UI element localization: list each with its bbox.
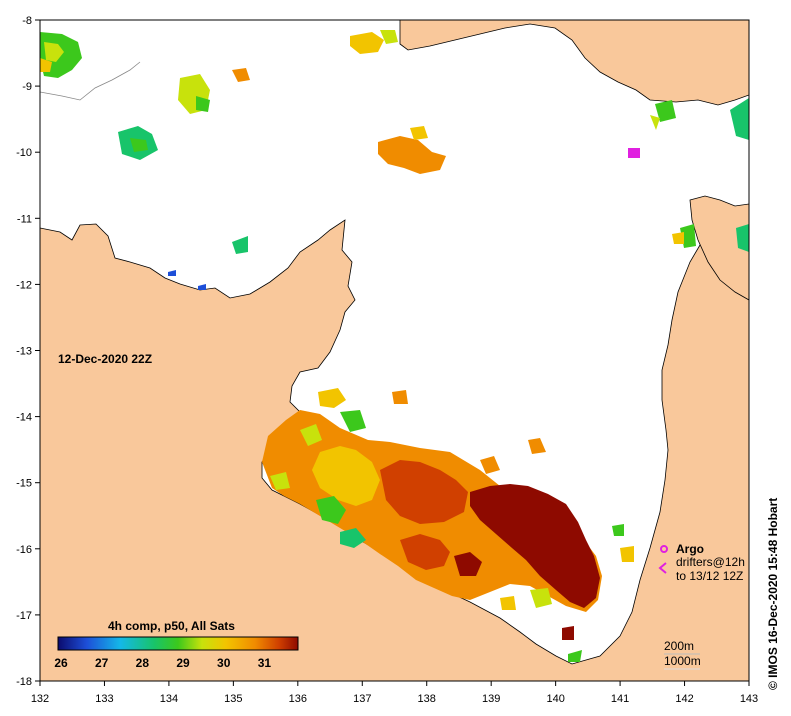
colorbar-tick-label: 27 xyxy=(95,656,109,670)
drifters-label-1: drifters@12h xyxy=(676,555,745,569)
land-new-guinea xyxy=(399,20,749,106)
x-tick-label: 132 xyxy=(31,693,49,705)
land-cape-york xyxy=(689,195,749,301)
y-tick-label: -10 xyxy=(16,147,32,159)
y-axis: -8 -9 -10 -11 -12 -13 -14 -15 -16 -17 -18 xyxy=(16,15,40,688)
colorbar-tick-label: 30 xyxy=(217,656,231,670)
land-northern-territory xyxy=(40,211,749,681)
y-tick-label: -13 xyxy=(16,346,32,358)
y-tick-label: -16 xyxy=(16,544,32,556)
colorbar-tick-label: 28 xyxy=(136,656,150,670)
y-tick-label: -14 xyxy=(16,412,32,424)
colorbar-tick-label: 29 xyxy=(176,656,190,670)
argo-marker-icon xyxy=(660,545,668,553)
colorbar-ticks: 26 27 28 29 30 31 xyxy=(54,656,271,670)
x-tick-label: 138 xyxy=(418,693,436,705)
y-tick-label: -11 xyxy=(17,213,32,225)
x-tick-label: 133 xyxy=(95,693,113,705)
river-line xyxy=(40,61,141,101)
colorbar-title: 4h comp, p50, All Sats xyxy=(108,619,235,633)
contour-200-label: 200m xyxy=(664,639,694,653)
x-tick-label: 140 xyxy=(546,693,564,705)
argo-label: Argo xyxy=(676,542,704,556)
x-tick-label: 143 xyxy=(740,693,758,705)
x-tick-label: 137 xyxy=(353,693,371,705)
x-tick-label: 135 xyxy=(224,693,242,705)
x-tick-label: 134 xyxy=(160,693,178,705)
y-tick-label: -9 xyxy=(22,81,32,93)
y-tick-label: -15 xyxy=(16,478,32,490)
x-tick-label: 142 xyxy=(675,693,693,705)
colorbar-tick-label: 26 xyxy=(54,656,68,670)
x-tick-label: 141 xyxy=(611,693,629,705)
y-tick-label: -8 xyxy=(22,15,32,27)
x-tick-label: 139 xyxy=(482,693,500,705)
sst-patches-north xyxy=(40,30,749,290)
y-tick-label: -18 xyxy=(16,676,32,688)
sst-patches-south xyxy=(262,388,634,662)
colorbar xyxy=(57,636,299,651)
date-label: 12-Dec-2020 22Z xyxy=(58,352,152,366)
x-tick-label: 136 xyxy=(289,693,307,705)
drifter-marker-icon xyxy=(658,562,667,574)
x-axis: 132 133 134 135 136 137 138 139 140 141 142 143 xyxy=(31,681,758,705)
y-tick-label: -12 xyxy=(16,279,32,291)
colorbar-tick-label: 31 xyxy=(258,656,272,670)
contour-1000-label: 1000m xyxy=(664,654,701,668)
y-tick-label: -17 xyxy=(16,610,32,622)
drifters-label-2: to 13/12 12Z xyxy=(676,569,743,583)
credit-text: © IMOS 16-Dec-2020 15:48 Hobart xyxy=(766,497,780,690)
